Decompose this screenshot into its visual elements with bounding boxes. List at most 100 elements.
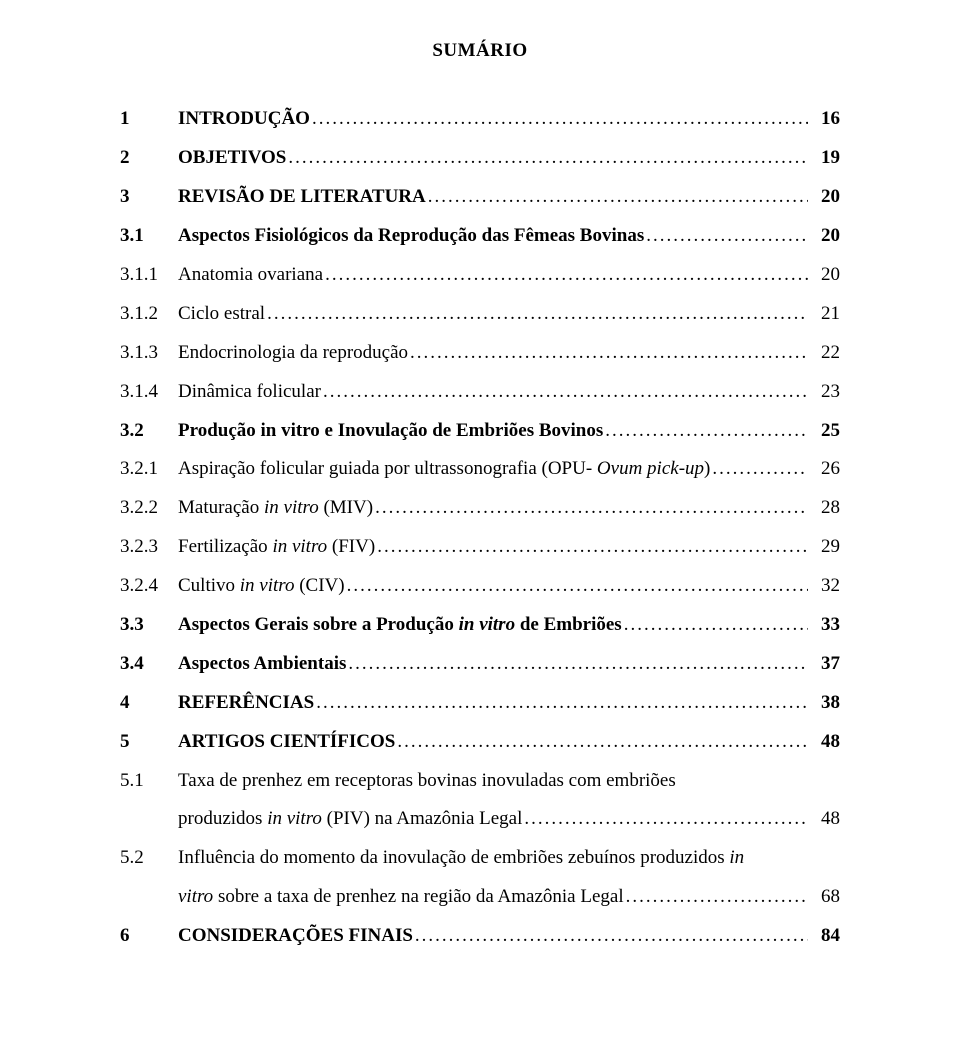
toc-label: Influência do momento da inovulação de e…: [178, 843, 744, 873]
leader-dots: [323, 260, 808, 290]
toc-label: ARTIGOS CIENTÍFICOS: [178, 727, 395, 757]
toc-label: Endocrinologia da reprodução: [178, 338, 408, 368]
toc-number: 3.4: [120, 649, 178, 679]
leader-dots: [345, 571, 808, 601]
toc-title: SUMÁRIO: [120, 36, 840, 66]
leader-dots: [624, 882, 808, 912]
toc-number: 3.1.1: [120, 260, 178, 290]
toc-row: 5.2Influência do momento da inovulação d…: [120, 843, 840, 873]
toc-page-number: 48: [808, 804, 840, 834]
leader-dots: [413, 921, 808, 951]
toc-row: 1INTRODUÇÃO 16: [120, 104, 840, 134]
leader-dots: [426, 182, 808, 212]
toc-number: 3.2.2: [120, 493, 178, 523]
toc-page-number: 21: [808, 299, 840, 329]
leader-dots: [622, 610, 808, 640]
leader-dots: [522, 804, 808, 834]
toc-page-number: 32: [808, 571, 840, 601]
toc-number: 5.2: [120, 843, 178, 873]
toc-page-number: 33: [808, 610, 840, 640]
toc-row: 3.3Aspectos Gerais sobre a Produção in v…: [120, 610, 840, 640]
toc-number: 4: [120, 688, 178, 718]
toc-row: 6CONSIDERAÇÕES FINAIS 84: [120, 921, 840, 951]
toc-label: OBJETIVOS: [178, 143, 286, 173]
toc-label: INTRODUÇÃO: [178, 104, 310, 134]
toc-page-number: 68: [808, 882, 840, 912]
leader-dots: [373, 493, 808, 523]
toc-page-number: 19: [808, 143, 840, 173]
toc-label: vitro sobre a taxa de prenhez na região …: [178, 882, 624, 912]
toc-label: Dinâmica folicular: [178, 377, 321, 407]
toc-number: 3.2: [120, 416, 178, 446]
leader-dots: [321, 377, 808, 407]
toc-row: 3REVISÃO DE LITERATURA 20: [120, 182, 840, 212]
toc-page-number: 29: [808, 532, 840, 562]
leader-dots: [375, 532, 808, 562]
toc-number: 3.1: [120, 221, 178, 251]
toc-row: 3.2.1Aspiração folicular guiada por ultr…: [120, 454, 840, 484]
toc-page-number: 37: [808, 649, 840, 679]
toc-page-number: 26: [808, 454, 840, 484]
toc-row: 3.1.2Ciclo estral 21: [120, 299, 840, 329]
toc-row: 5.1produzidos in vitro (PIV) na Amazônia…: [120, 804, 840, 834]
toc-label: Aspectos Ambientais: [178, 649, 346, 679]
toc-row: 3.1.4Dinâmica folicular 23: [120, 377, 840, 407]
toc-row: 4REFERÊNCIAS38: [120, 688, 840, 718]
toc-number: 3.2.1: [120, 454, 178, 484]
toc-label: produzidos in vitro (PIV) na Amazônia Le…: [178, 804, 522, 834]
toc-page-number: 22: [808, 338, 840, 368]
toc-page-number: 23: [808, 377, 840, 407]
toc-label: Maturação in vitro (MIV): [178, 493, 373, 523]
toc-row: 3.2.4Cultivo in vitro (CIV) 32: [120, 571, 840, 601]
toc-page-number: 25: [808, 416, 840, 446]
toc-label: Anatomia ovariana: [178, 260, 323, 290]
toc-row: 5ARTIGOS CIENTÍFICOS48: [120, 727, 840, 757]
toc-number: 3.1.4: [120, 377, 178, 407]
toc-page-number: 20: [808, 182, 840, 212]
toc-number: 6: [120, 921, 178, 951]
leader-dots: [265, 299, 808, 329]
toc-label: Ciclo estral: [178, 299, 265, 329]
toc-label: Fertilização in vitro (FIV): [178, 532, 375, 562]
toc-page-number: 20: [808, 221, 840, 251]
toc-page-number: 28: [808, 493, 840, 523]
leader-dots: [710, 454, 808, 484]
leader-dots: [408, 338, 808, 368]
leader-dots: [603, 416, 808, 446]
toc-label: CONSIDERAÇÕES FINAIS: [178, 921, 413, 951]
toc-label: Aspectos Fisiológicos da Reprodução das …: [178, 221, 644, 251]
toc-row: 3.4Aspectos Ambientais 37: [120, 649, 840, 679]
toc-number: 3.2.3: [120, 532, 178, 562]
leader-dots: [395, 727, 808, 757]
toc-body: 1INTRODUÇÃO162OBJETIVOS193REVISÃO DE LIT…: [120, 104, 840, 951]
toc-label: Cultivo in vitro (CIV): [178, 571, 345, 601]
toc-row: 3.1Aspectos Fisiológicos da Reprodução d…: [120, 221, 840, 251]
toc-page-number: 48: [808, 727, 840, 757]
toc-row: 5.2vitro sobre a taxa de prenhez na regi…: [120, 882, 840, 912]
toc-label: Taxa de prenhez em receptoras bovinas in…: [178, 766, 676, 796]
page: SUMÁRIO 1INTRODUÇÃO162OBJETIVOS193REVISÃ…: [0, 0, 960, 1046]
toc-row: 3.1.1Anatomia ovariana 20: [120, 260, 840, 290]
leader-dots: [286, 143, 808, 173]
toc-number: 1: [120, 104, 178, 134]
leader-dots: [346, 649, 808, 679]
toc-number: 3.1.2: [120, 299, 178, 329]
toc-number: 3: [120, 182, 178, 212]
toc-page-number: 38: [808, 688, 840, 718]
leader-dots: [310, 104, 808, 134]
toc-row: 2OBJETIVOS19: [120, 143, 840, 173]
toc-label: REVISÃO DE LITERATURA: [178, 182, 426, 212]
toc-row: 3.2.2Maturação in vitro (MIV) 28: [120, 493, 840, 523]
leader-dots: [644, 221, 808, 251]
toc-page-number: 16: [808, 104, 840, 134]
toc-number: 3.1.3: [120, 338, 178, 368]
leader-dots: [314, 688, 808, 718]
toc-number: 3.2.4: [120, 571, 178, 601]
toc-number: 3.3: [120, 610, 178, 640]
toc-label: Aspectos Gerais sobre a Produção in vitr…: [178, 610, 622, 640]
toc-row: 3.1.3Endocrinologia da reprodução 22: [120, 338, 840, 368]
toc-page-number: 84: [808, 921, 840, 951]
toc-row: 5.1Taxa de prenhez em receptoras bovinas…: [120, 766, 840, 796]
toc-page-number: 20: [808, 260, 840, 290]
toc-row: 3.2Produção in vitro e Inovulação de Emb…: [120, 416, 840, 446]
